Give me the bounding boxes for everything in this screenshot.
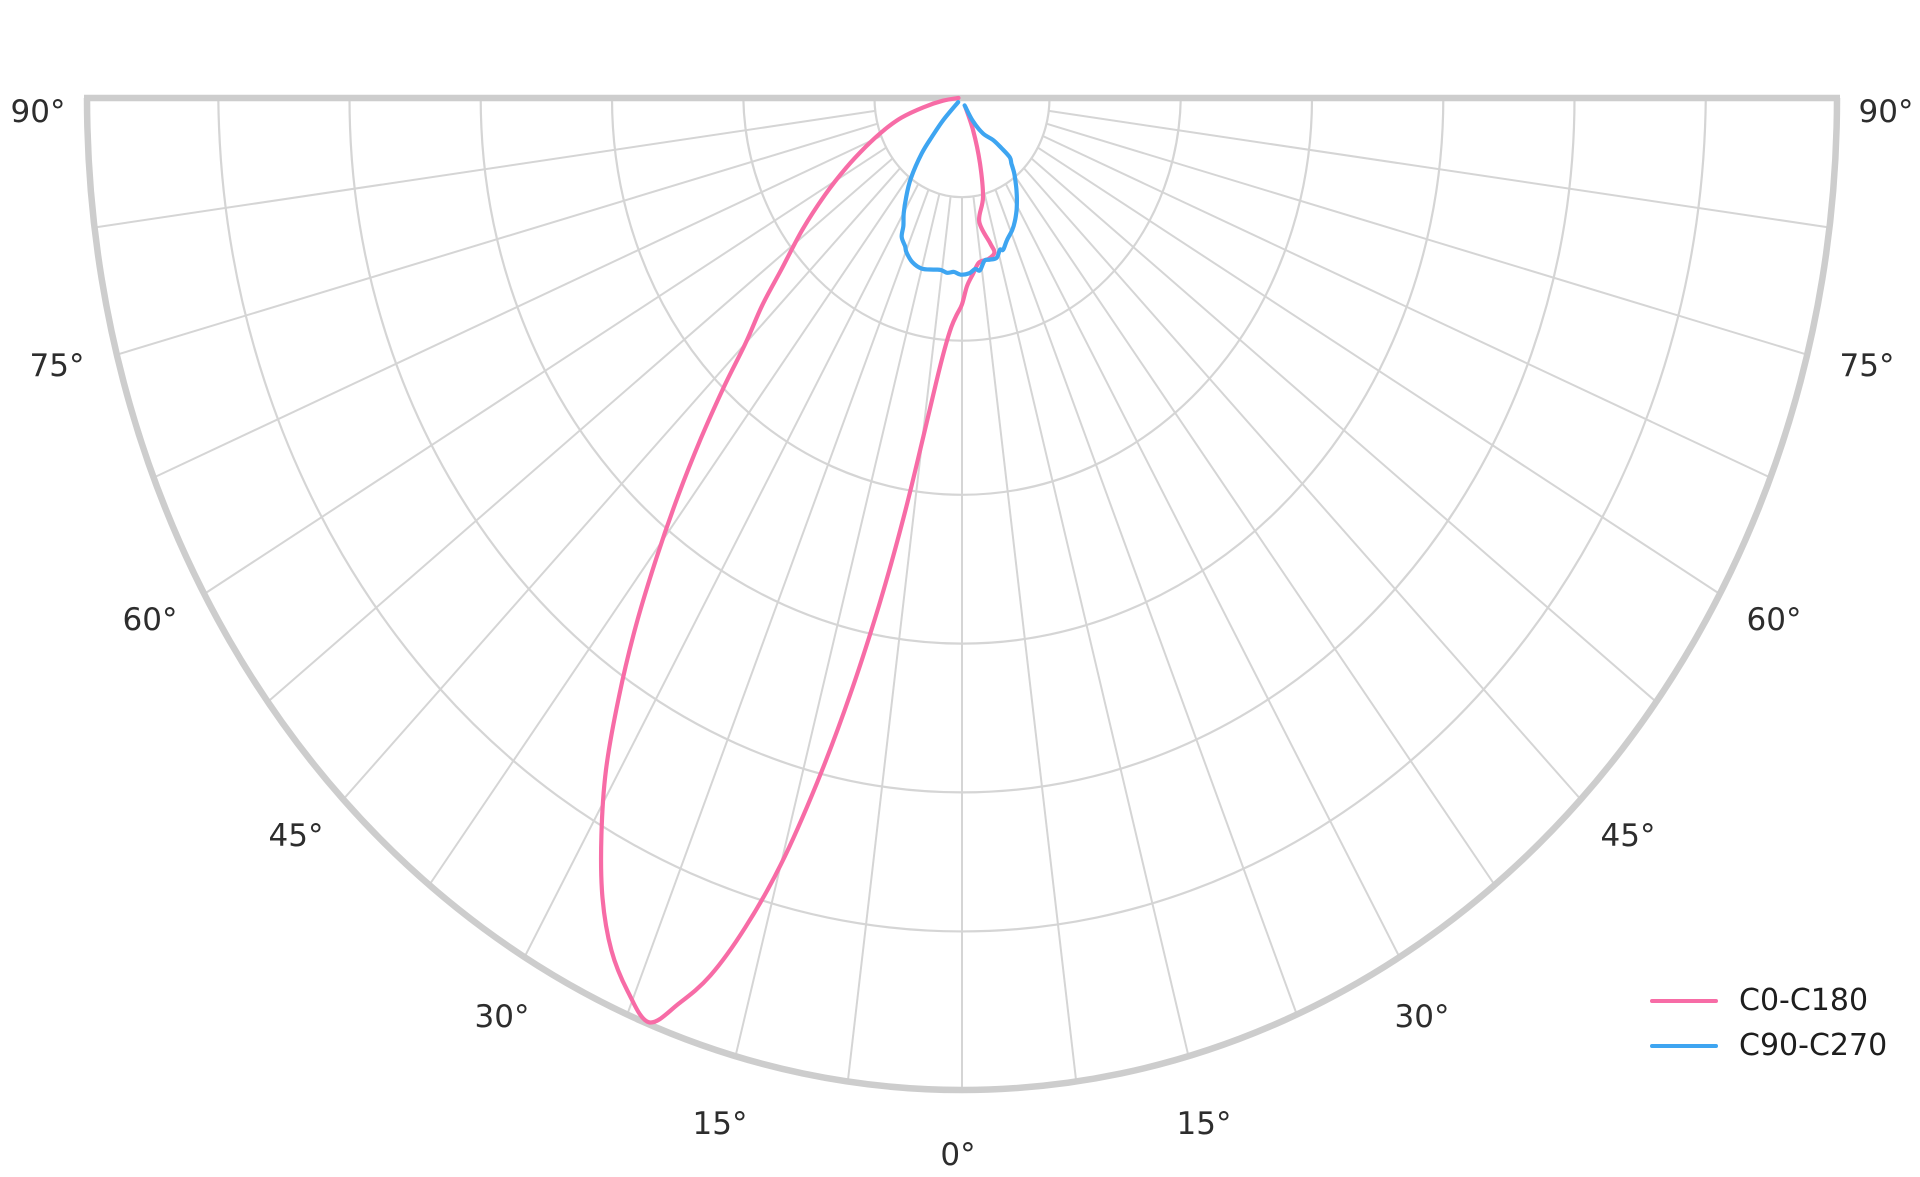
angle-spoke (994, 189, 1298, 1015)
angle-spoke (846, 196, 952, 1082)
angle-spoke (523, 183, 920, 958)
angle-tick-label: 15° (692, 1106, 748, 1142)
legend-label: C90-C270 (1739, 1028, 1888, 1063)
angle-spoke (972, 196, 1078, 1082)
angle-spoke (1023, 167, 1582, 801)
angle-tick-label: 30° (1394, 999, 1450, 1035)
angle-tick-label: 30° (474, 999, 530, 1035)
angle-spoke (267, 157, 894, 703)
angle-spoke (94, 109, 876, 229)
angle-spoke (1030, 157, 1657, 703)
angle-tick-label: 90° (1858, 94, 1914, 130)
angle-tick-label: 45° (268, 818, 324, 854)
legend-item-c0-c180: C0-C180 (1650, 983, 1887, 1019)
c90-c270-line-swatch (1650, 1044, 1718, 1048)
angle-spoke (428, 176, 910, 886)
angle-tick-label: 60° (1746, 602, 1802, 638)
angle-tick-label: 75° (29, 348, 85, 384)
angle-spoke (626, 189, 930, 1015)
angle-spoke (1048, 109, 1830, 229)
angle-tick-label: 60° (122, 602, 178, 638)
curve-c0-c180 (598, 95, 997, 1025)
legend-label: C0-C180 (1739, 983, 1869, 1018)
radial-ring (873, 97, 1051, 199)
outer-boundary-arc (83, 97, 1841, 1094)
angle-spoke (153, 135, 882, 479)
angle-spoke (116, 122, 878, 356)
angle-spoke (1014, 176, 1496, 886)
angle-tick-label: 90° (10, 94, 66, 130)
angle-spoke (1004, 183, 1401, 958)
legend: C0-C180 C90-C270 (1650, 983, 1887, 1064)
angle-spoke (1046, 122, 1808, 356)
angle-spoke (983, 193, 1190, 1057)
angle-tick-label: 75° (1839, 348, 1895, 384)
angle-tick-label: 15° (1176, 1106, 1232, 1142)
angle-spoke (203, 146, 887, 595)
angle-spoke (342, 167, 901, 801)
angle-spoke (1037, 146, 1721, 595)
angle-tick-label: 45° (1600, 818, 1656, 854)
legend-item-c90-c270: C90-C270 (1650, 1028, 1887, 1064)
angle-spoke (1042, 135, 1771, 479)
angle-tick-label: 0° (940, 1137, 976, 1173)
angle-spoke (734, 193, 941, 1057)
c0-c180-line-swatch (1650, 999, 1718, 1003)
curve-c90-c270 (899, 100, 1019, 277)
